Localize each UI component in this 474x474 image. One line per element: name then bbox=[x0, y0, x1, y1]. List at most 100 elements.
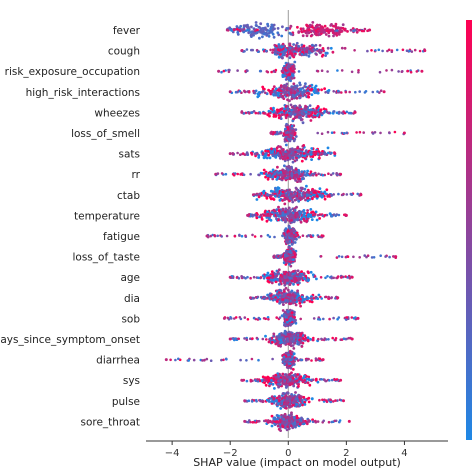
shap-point bbox=[262, 87, 265, 91]
feature-label-sob: sob bbox=[121, 313, 140, 325]
shap-point bbox=[341, 23, 345, 27]
shap-point bbox=[273, 235, 276, 239]
shap-point bbox=[315, 218, 319, 222]
shap-point bbox=[308, 45, 312, 48]
shap-point bbox=[288, 302, 291, 306]
shap-point bbox=[271, 168, 275, 172]
shap-point bbox=[300, 43, 304, 47]
shap-point bbox=[295, 48, 299, 52]
shap-point bbox=[291, 200, 295, 204]
shap-point bbox=[251, 193, 255, 197]
shap-point bbox=[288, 157, 292, 161]
shap-point bbox=[324, 54, 327, 57]
shap-point bbox=[258, 36, 261, 40]
shap-point bbox=[288, 42, 292, 46]
shap-point bbox=[310, 211, 313, 214]
shap-point bbox=[265, 156, 269, 160]
shap-point bbox=[246, 28, 249, 32]
shap-point bbox=[302, 196, 305, 199]
shap-point bbox=[272, 109, 276, 113]
shap-point bbox=[283, 331, 286, 335]
shap-point bbox=[358, 130, 362, 134]
shap-point bbox=[323, 213, 327, 217]
shap-point bbox=[339, 172, 343, 176]
shap-point bbox=[293, 198, 297, 202]
shap-point bbox=[283, 84, 286, 88]
shap-point bbox=[314, 295, 318, 299]
shap-point bbox=[282, 49, 286, 53]
shap-point bbox=[274, 296, 277, 299]
shap-point bbox=[285, 275, 288, 279]
shap-point bbox=[279, 111, 283, 114]
shap-point bbox=[286, 168, 290, 172]
shap-point bbox=[269, 194, 273, 198]
shap-point bbox=[311, 197, 314, 201]
shap-point bbox=[312, 108, 316, 112]
shap-point bbox=[337, 213, 341, 217]
shap-point bbox=[284, 127, 287, 131]
shap-point bbox=[259, 295, 263, 299]
shap-point bbox=[248, 112, 251, 115]
shap-point bbox=[311, 43, 314, 47]
feature-label-high-risk-interactions: high_risk_interactions bbox=[26, 87, 140, 99]
shap-point bbox=[319, 276, 323, 279]
shap-point bbox=[306, 86, 310, 90]
shap-point bbox=[303, 277, 306, 281]
shap-point bbox=[308, 47, 312, 51]
shap-point bbox=[286, 76, 290, 80]
shap-point bbox=[272, 208, 276, 212]
shap-point bbox=[296, 269, 300, 273]
shap-point bbox=[297, 108, 301, 112]
shap-point bbox=[332, 110, 336, 113]
shap-point bbox=[329, 46, 333, 50]
shap-point bbox=[239, 153, 242, 156]
shap-point bbox=[233, 234, 237, 238]
shap-point bbox=[310, 218, 314, 222]
shap-point bbox=[318, 217, 321, 220]
shap-point bbox=[255, 216, 259, 220]
shap-point bbox=[280, 333, 284, 337]
shap-point bbox=[252, 275, 256, 279]
shap-point bbox=[342, 337, 346, 341]
shap-point bbox=[337, 192, 340, 196]
shap-point bbox=[330, 131, 334, 134]
shap-point bbox=[359, 193, 363, 197]
shap-point bbox=[275, 146, 279, 150]
shap-point bbox=[292, 43, 295, 46]
feature-label-age: age bbox=[120, 272, 140, 284]
shap-point bbox=[245, 338, 249, 342]
feature-row-age bbox=[228, 268, 354, 287]
shap-point bbox=[282, 109, 286, 113]
shap-point bbox=[289, 113, 293, 116]
shap-point bbox=[276, 48, 280, 52]
shap-point bbox=[309, 208, 313, 211]
shap-point bbox=[291, 156, 295, 160]
shap-point bbox=[288, 177, 292, 181]
shap-point bbox=[283, 202, 287, 206]
feature-label-temperature: temperature bbox=[74, 210, 140, 222]
shap-point bbox=[340, 46, 344, 50]
shap-point bbox=[271, 48, 275, 52]
shap-point bbox=[284, 116, 288, 120]
shap-point bbox=[299, 304, 302, 308]
shap-point bbox=[326, 111, 330, 114]
shap-point bbox=[247, 90, 251, 94]
shap-point bbox=[258, 91, 262, 94]
shap-point bbox=[345, 193, 349, 196]
shap-point bbox=[344, 275, 347, 278]
shap-point bbox=[323, 24, 327, 28]
shap-point bbox=[264, 91, 267, 95]
shap-point bbox=[231, 172, 235, 176]
shap-point bbox=[350, 337, 354, 341]
shap-point bbox=[401, 48, 405, 52]
shap-point bbox=[318, 193, 321, 196]
shap-point bbox=[251, 48, 254, 52]
shap-point bbox=[345, 110, 349, 114]
shap-point bbox=[305, 152, 309, 156]
shap-point bbox=[284, 194, 288, 198]
shap-point bbox=[298, 301, 302, 305]
shap-point bbox=[284, 157, 287, 161]
shap-point bbox=[423, 49, 427, 53]
shap-point bbox=[314, 152, 318, 155]
shap-point bbox=[332, 193, 336, 196]
